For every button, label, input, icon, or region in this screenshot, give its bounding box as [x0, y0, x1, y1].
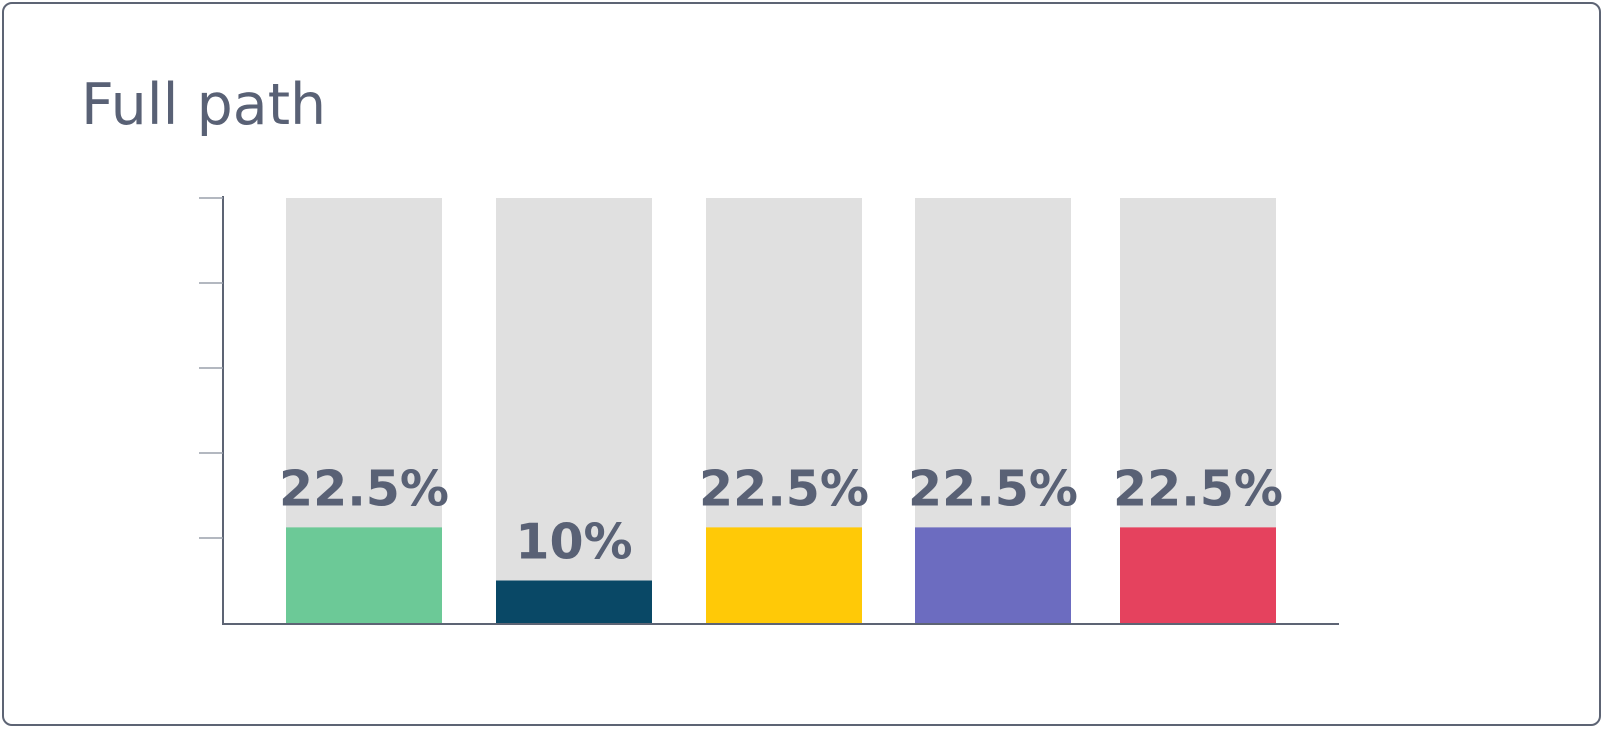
- bar-value-label: 22.5%: [908, 460, 1078, 517]
- bar: [915, 527, 1071, 623]
- bar-value-label: 22.5%: [279, 460, 449, 517]
- bar: [286, 527, 442, 623]
- bar-value-label: 10%: [515, 514, 632, 571]
- bar: [1120, 527, 1276, 623]
- bar-value-label: 22.5%: [699, 460, 869, 517]
- bar: [496, 580, 652, 623]
- chart-title: Full path: [81, 72, 327, 138]
- bar-track: [496, 198, 652, 623]
- bar: [706, 527, 862, 623]
- bar-value-label: 22.5%: [1113, 460, 1283, 517]
